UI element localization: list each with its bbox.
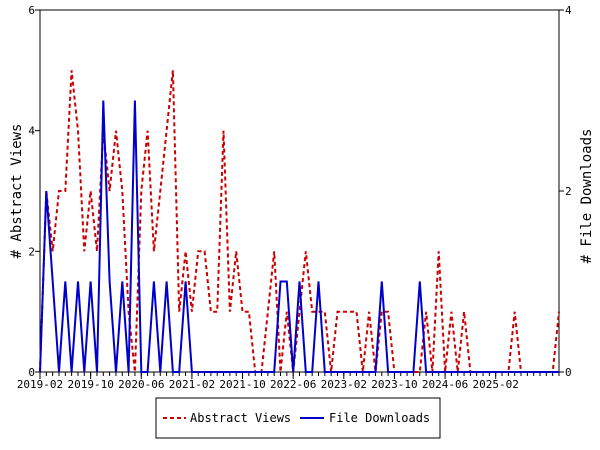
x-tick-label: 2023-10 [371, 378, 417, 391]
x-tick-label: 2024-06 [422, 378, 468, 391]
y2-tick-label: 0 [565, 366, 572, 379]
x-tick-label: 2019-10 [67, 378, 113, 391]
x-tick-label: 2021-10 [219, 378, 265, 391]
y2-tick-label: 2 [565, 185, 572, 198]
legend-label-file-downloads: File Downloads [329, 411, 430, 425]
plot-area [39, 9, 560, 373]
y2-tick-label: 4 [565, 4, 572, 17]
y-axis-title: # Abstract Views [9, 124, 25, 259]
y-tick-label: 4 [28, 125, 35, 138]
y2-axis-title: # File Downloads [579, 129, 595, 264]
legend-label-abstract-views: Abstract Views [190, 411, 291, 425]
y-tick-label: 0 [28, 366, 35, 379]
y-tick-label: 6 [28, 4, 35, 17]
x-tick-label: 2023-02 [321, 378, 367, 391]
x-tick-label: 2020-06 [118, 378, 164, 391]
x-tick-label: 2025-02 [473, 378, 519, 391]
legend-box [155, 397, 441, 439]
legend: Abstract Views File Downloads [155, 397, 441, 439]
series-line-file-downloads [39, 100, 559, 373]
x-tick-label: 2022-06 [270, 378, 316, 391]
x-tick-label: 2019-02 [17, 378, 63, 391]
y-tick-label: 2 [28, 245, 35, 258]
x-tick-label: 2021-02 [169, 378, 215, 391]
